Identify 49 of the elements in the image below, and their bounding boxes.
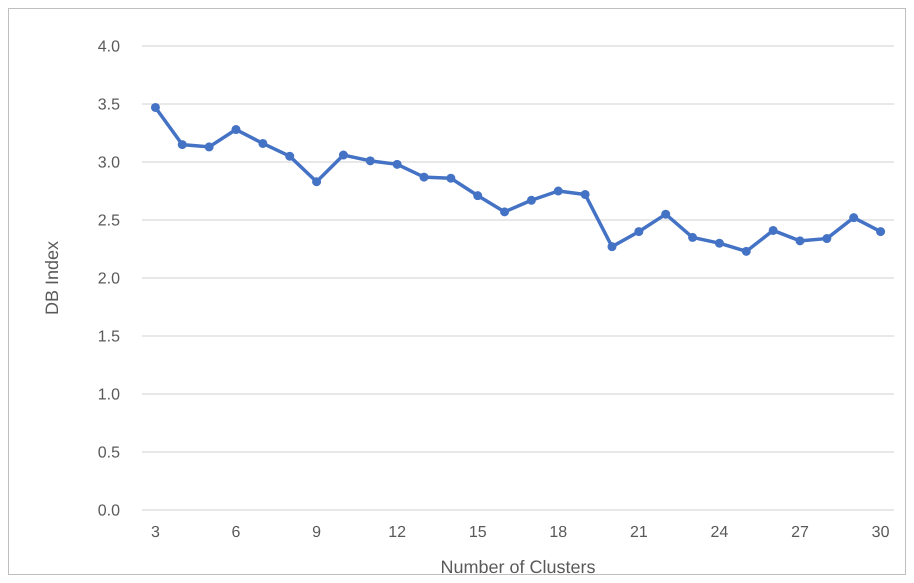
y-tick-label: 1.0 (98, 386, 120, 404)
point (312, 177, 322, 186)
y-tick-label: 2.5 (98, 212, 120, 230)
point (714, 238, 724, 248)
point (285, 152, 294, 161)
y-tick-label: 1.5 (98, 328, 120, 346)
y-tick-label: 0.0 (98, 502, 120, 520)
x-tick-label: 15 (468, 524, 487, 541)
point (338, 150, 348, 160)
point (661, 210, 670, 219)
x-tick-label: 9 (312, 524, 322, 541)
x-tick-label: 12 (388, 524, 406, 541)
point (742, 246, 751, 256)
x-tick-label: 21 (630, 524, 648, 541)
y-tick-label: 3.5 (98, 96, 120, 114)
point (822, 234, 832, 244)
point (420, 172, 428, 182)
x-tick-label: 27 (791, 524, 809, 541)
point (204, 142, 214, 152)
point (768, 226, 778, 235)
x-tick-label: 18 (549, 524, 568, 541)
x-axis-title: Number of Clusters (440, 557, 596, 577)
x-tick-label: 6 (232, 524, 241, 541)
y-axis-title: DB Index (42, 240, 62, 316)
point (608, 242, 616, 252)
y-tick-label: 4.0 (98, 38, 120, 56)
y-tick-label: 2.0 (98, 270, 120, 288)
point (849, 213, 858, 222)
point (150, 102, 160, 112)
point (634, 227, 644, 236)
point (446, 174, 456, 183)
point (500, 207, 510, 216)
point (232, 125, 240, 134)
x-tick-label: 30 (872, 524, 890, 541)
y-tick-label: 0.5 (98, 444, 120, 462)
point (796, 236, 804, 246)
point (554, 186, 563, 196)
point (366, 156, 375, 166)
point (473, 191, 482, 200)
x-tick-label: 3 (150, 524, 160, 541)
point (526, 196, 536, 205)
point (580, 190, 590, 199)
x-tick-label: 24 (710, 524, 728, 541)
y-tick-label: 3.0 (98, 154, 120, 172)
point (688, 232, 698, 242)
point (876, 227, 886, 236)
point (392, 160, 402, 169)
point (178, 140, 187, 150)
point (258, 138, 268, 148)
